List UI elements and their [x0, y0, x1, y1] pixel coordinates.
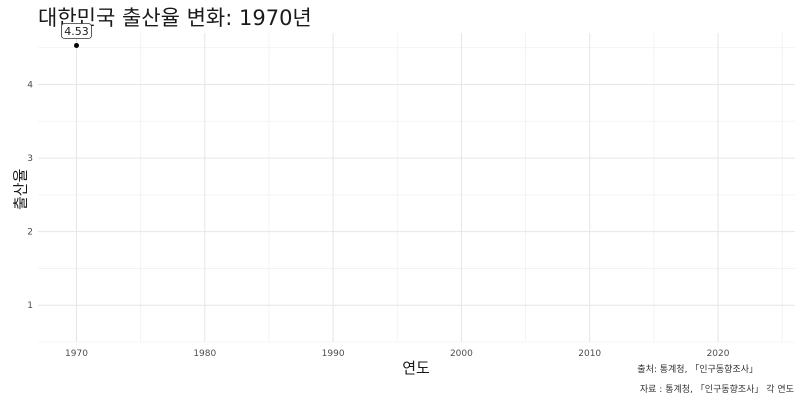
data-points [73, 43, 79, 49]
x-tick-label: 1970 [65, 349, 88, 359]
y-tick-labels: 1 2 3 4 [27, 81, 33, 312]
x-tick-label: 2000 [450, 349, 473, 359]
y-tick-label: 3 [27, 154, 33, 164]
x-tick-label: 2010 [578, 349, 601, 359]
y-tick-label: 2 [27, 228, 33, 238]
y-tick-label: 4 [27, 81, 33, 91]
x-tick-label: 2020 [707, 349, 730, 359]
minor-gridlines [38, 33, 795, 343]
data-label: 4.53 [64, 25, 89, 38]
caption-data: 자료 : 통계청, 「인구동향조사」 각 연도 [639, 385, 794, 395]
major-gridlines [38, 33, 795, 342]
x-axis-label: 연도 [402, 359, 430, 377]
data-point [73, 43, 79, 49]
y-tick-label: 1 [27, 301, 33, 311]
data-labels: 4.53 [61, 23, 92, 39]
x-tick-label: 1980 [193, 349, 216, 359]
x-tick-labels: 1970 1980 1990 2000 2010 2020 [65, 349, 730, 359]
x-tick-label: 1990 [322, 349, 345, 359]
data-label-box [61, 23, 92, 39]
caption-source: 출처: 통계청, 「인구동향조사」 [637, 365, 758, 375]
